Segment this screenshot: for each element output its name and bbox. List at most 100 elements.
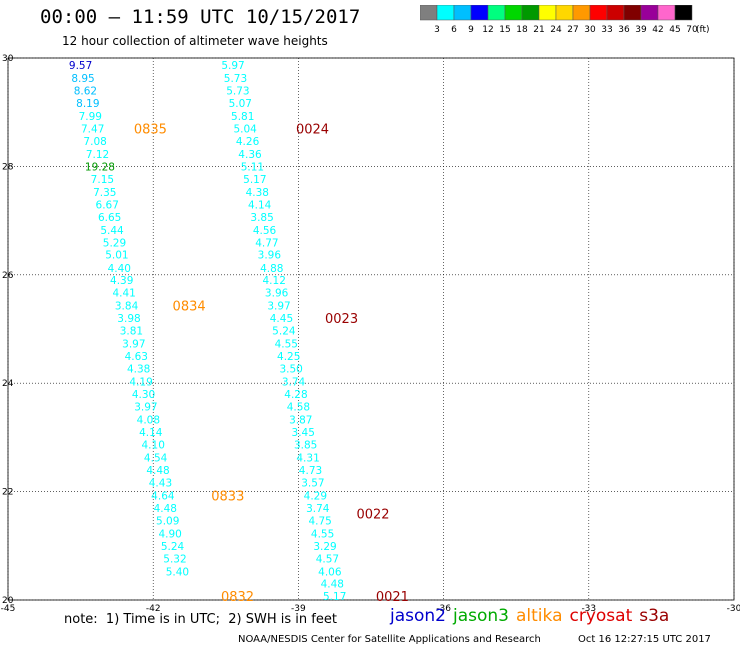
y-tick-label: 28 (2, 162, 14, 172)
wave-height-value: 4.25 (277, 351, 300, 363)
pass-time-label: 0835 (134, 122, 167, 137)
x-tick-label: -39 (291, 604, 306, 614)
units-note: note: 1) Time is in UTC; 2) SWH is in fe… (64, 612, 337, 627)
wave-height-value: 4.57 (316, 553, 339, 565)
wave-height-value: 5.07 (229, 98, 252, 110)
legend-item-jason3: jason3 (453, 606, 509, 626)
wave-height-value: 3.96 (265, 288, 289, 300)
wave-height-value: 4.08 (137, 415, 160, 427)
wave-height-value: 5.24 (272, 326, 296, 338)
pass-time-label: 0024 (296, 122, 329, 137)
legend-item-s3a: s3a (639, 606, 670, 626)
wave-height-value: 4.38 (246, 187, 269, 199)
color-scale-label: 70 (686, 25, 698, 35)
wave-height-value: 4.73 (299, 465, 322, 477)
color-scale-label: 21 (533, 25, 544, 35)
chart-title: 00:00 – 11:59 UTC 10/15/2017 (40, 6, 361, 28)
wave-height-value: 4.88 (260, 263, 283, 275)
wave-height-value: 6.67 (96, 199, 119, 211)
wave-height-value: 5.01 (105, 250, 128, 262)
wave-height-value: 5.97 (221, 60, 244, 72)
wave-height-value: 3.29 (313, 541, 336, 553)
wave-height-value: 4.06 (318, 566, 342, 578)
wave-height-value: 4.28 (284, 389, 307, 401)
wave-height-value: 3.45 (292, 427, 315, 439)
x-tick-label: -45 (1, 604, 16, 614)
wave-height-value: 7.99 (79, 111, 102, 123)
plot-frame (7, 57, 735, 601)
pass-time-label: 0834 (173, 300, 206, 315)
pass-time-label: 0023 (325, 312, 358, 327)
wave-height-value: 3.74 (306, 503, 330, 515)
wave-height-value: 4.58 (287, 402, 310, 414)
color-scale-label: 39 (635, 25, 647, 35)
wave-height-value: 4.30 (132, 389, 155, 401)
wave-height-value: 4.14 (139, 427, 163, 439)
wave-height-value: 4.55 (311, 528, 334, 540)
wave-height-value: 9.57 (69, 60, 92, 72)
wave-height-value: 7.08 (83, 136, 106, 148)
chart-subtitle: 12 hour collection of altimeter wave hei… (62, 34, 328, 48)
color-scale-label: 33 (601, 25, 612, 35)
color-scale-label: 24 (550, 25, 562, 35)
x-tick-label: -36 (436, 604, 451, 614)
wave-height-value: 5.32 (163, 553, 186, 565)
wave-height-value: 4.64 (151, 490, 175, 502)
pass-time-label: 0021 (376, 590, 409, 605)
wave-height-value: 7.12 (86, 149, 109, 161)
wave-height-value: 4.10 (142, 439, 165, 451)
wave-height-value: 3.87 (289, 415, 312, 427)
wave-height-value: 4.43 (149, 477, 172, 489)
wave-height-value: 8.62 (74, 86, 97, 98)
wave-height-value: 5.11 (241, 161, 264, 173)
wave-height-value: 4.39 (110, 275, 133, 287)
wave-height-value: 4.29 (304, 490, 327, 502)
wave-height-value: 8.19 (76, 98, 99, 110)
wave-height-value: 4.14 (248, 199, 272, 211)
color-scale-label: 42 (652, 25, 663, 35)
y-tick-label: 22 (2, 488, 13, 498)
wave-height-value: 4.54 (144, 452, 168, 464)
wave-height-value: 3.85 (294, 439, 317, 451)
wave-height-value: 3.50 (279, 364, 302, 376)
color-scale-label: 45 (669, 25, 680, 35)
color-scale-label: 27 (567, 25, 578, 35)
legend-item-jason2: jason2 (390, 606, 446, 626)
wave-height-value: 7.47 (81, 123, 104, 135)
wave-height-value: 3.97 (122, 339, 145, 351)
wave-height-value: 4.26 (236, 136, 260, 148)
wave-height-value: 4.77 (255, 237, 278, 249)
color-scale-unit: (ft) (696, 25, 710, 35)
wave-height-value: 4.19 (129, 377, 152, 389)
wave-height-value: 4.90 (158, 528, 181, 540)
wave-height-value: 8.95 (71, 73, 94, 85)
wave-height-value: 4.38 (127, 364, 150, 376)
x-tick-label: -33 (581, 604, 596, 614)
y-tick-label: 20 (2, 596, 14, 606)
wave-height-value: 4.48 (321, 579, 344, 591)
y-tick-label: 30 (2, 54, 14, 64)
color-scale-label: 6 (451, 25, 457, 35)
wave-height-value: 5.73 (226, 86, 249, 98)
wave-height-value: 3.97 (134, 402, 157, 414)
wave-height-value: 3.98 (117, 313, 140, 325)
wave-height-value: 4.41 (112, 288, 135, 300)
wave-height-value: 4.12 (263, 275, 286, 287)
generated-timestamp: Oct 16 12:27:15 UTC 2017 (578, 634, 711, 645)
pass-time-label: 0022 (356, 507, 389, 522)
wave-height-value: 4.31 (296, 452, 319, 464)
wave-height-value: 3.74 (282, 377, 306, 389)
wave-height-value: 4.36 (238, 149, 262, 161)
wave-height-value: 5.44 (100, 225, 124, 237)
credit-text: NOAA/NESDIS Center for Satellite Applica… (238, 634, 541, 645)
color-scale-label: 15 (499, 25, 510, 35)
color-scale-bar: 3 6 9 12 15 18 21 24 27 30 33 36 39 42 45 70(ft) (420, 5, 710, 35)
y-tick-label: 24 (2, 379, 14, 389)
pass-time-label: 0832 (221, 590, 254, 605)
wave-height-value: 3.97 (267, 301, 290, 313)
wave-height-value: 6.65 (98, 212, 121, 224)
wave-height-value: 5.29 (103, 237, 126, 249)
wave-height-value: 3.96 (258, 250, 282, 262)
wave-height-value: 4.48 (146, 465, 169, 477)
